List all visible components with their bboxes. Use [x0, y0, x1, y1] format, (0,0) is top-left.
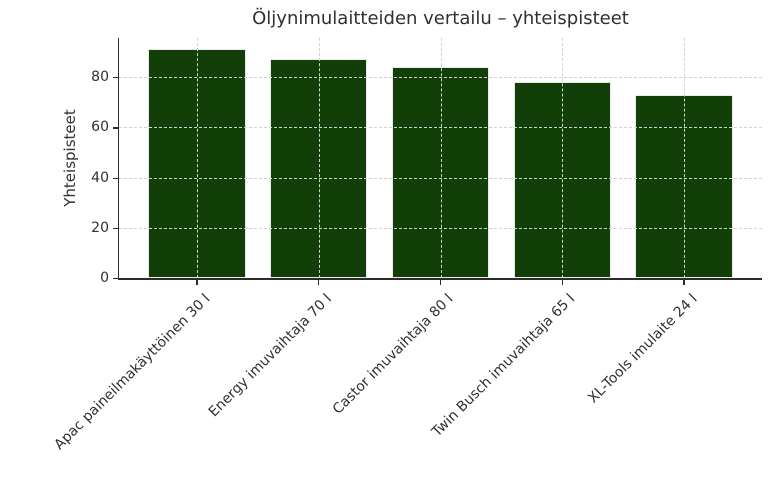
y-axis-spine: [117, 38, 119, 280]
x-tick-label: Apac paineilmakäyttöinen 30 l: [51, 291, 214, 454]
x-tick-mark: [683, 279, 685, 285]
v-gridline: [684, 38, 686, 278]
v-gridline: [440, 38, 442, 278]
y-tick-mark: [112, 177, 118, 179]
x-tick-label: Castor imuvaihtaja 80 l: [330, 291, 457, 418]
y-tick-mark: [112, 227, 118, 230]
chart-title: Öljynimulaitteiden vertailu – yhteispist…: [252, 8, 629, 29]
y-axis-label: Yhteispisteet: [61, 109, 79, 207]
x-tick-mark: [561, 279, 563, 285]
y-tick-label: 0: [100, 270, 109, 286]
v-gridline: [562, 38, 564, 278]
y-tick-label: 80: [91, 69, 109, 86]
bar: [148, 49, 246, 278]
x-tick-label: Twin Busch imuvaihtaja 65 l: [429, 291, 579, 441]
x-tick-mark: [196, 279, 198, 285]
y-tick-mark: [112, 77, 118, 79]
y-tick-mark: [112, 278, 118, 280]
y-tick-label: 20: [91, 219, 109, 236]
y-tick-label: 40: [91, 169, 109, 186]
y-tick-mark: [112, 127, 118, 129]
x-tick-mark: [318, 279, 320, 285]
v-gridline: [196, 38, 198, 278]
x-tick-label: XL-Tools imulaite 24 l: [584, 291, 701, 407]
y-tick-label: 60: [91, 119, 109, 136]
x-tick-label: Energy imuvaihtaja 70 l: [205, 291, 336, 421]
x-tick-mark: [439, 279, 442, 285]
v-gridline: [318, 38, 320, 278]
x-axis-spine: [117, 278, 762, 280]
bar: [391, 67, 490, 278]
bar: [270, 59, 368, 278]
